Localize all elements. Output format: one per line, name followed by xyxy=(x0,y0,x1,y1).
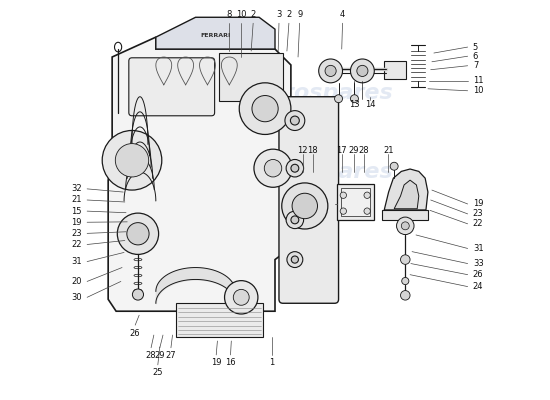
Circle shape xyxy=(252,96,278,122)
Circle shape xyxy=(402,222,409,230)
Circle shape xyxy=(239,83,291,134)
Text: eurospares: eurospares xyxy=(252,83,393,103)
Text: 6: 6 xyxy=(473,52,478,61)
Circle shape xyxy=(340,192,346,198)
Polygon shape xyxy=(394,180,419,209)
Text: 33: 33 xyxy=(473,259,483,268)
Circle shape xyxy=(390,162,398,170)
Text: 12: 12 xyxy=(298,146,308,155)
Polygon shape xyxy=(384,169,428,210)
Circle shape xyxy=(133,289,144,300)
Circle shape xyxy=(102,130,162,190)
Polygon shape xyxy=(156,17,275,49)
Text: 13: 13 xyxy=(349,100,360,109)
Text: 5: 5 xyxy=(473,42,478,52)
Circle shape xyxy=(286,160,304,177)
Circle shape xyxy=(334,95,343,103)
Circle shape xyxy=(291,164,299,172)
Text: 29: 29 xyxy=(348,146,359,155)
Circle shape xyxy=(340,208,346,214)
Text: 3: 3 xyxy=(276,10,282,18)
Text: 7: 7 xyxy=(473,61,478,70)
Text: 28: 28 xyxy=(146,351,156,360)
Text: 10: 10 xyxy=(473,86,483,95)
Circle shape xyxy=(254,149,292,187)
Circle shape xyxy=(233,289,249,305)
FancyBboxPatch shape xyxy=(279,97,339,303)
Text: 11: 11 xyxy=(473,76,483,85)
Bar xyxy=(382,210,428,220)
Bar xyxy=(175,303,263,337)
Text: eurospares: eurospares xyxy=(252,162,393,182)
Text: 25: 25 xyxy=(152,368,163,377)
Circle shape xyxy=(292,193,317,219)
Text: 8: 8 xyxy=(227,10,232,18)
Text: 22: 22 xyxy=(473,219,483,228)
Text: 32: 32 xyxy=(72,184,82,193)
Circle shape xyxy=(397,217,414,234)
Text: 26: 26 xyxy=(473,270,483,279)
Bar xyxy=(340,188,370,216)
Circle shape xyxy=(117,213,158,254)
Circle shape xyxy=(285,111,305,130)
Text: 29: 29 xyxy=(155,351,165,360)
Text: 23: 23 xyxy=(72,229,82,238)
Text: 10: 10 xyxy=(236,10,246,18)
Text: 4: 4 xyxy=(340,10,345,18)
Text: 17: 17 xyxy=(337,146,347,155)
Text: 31: 31 xyxy=(473,244,483,253)
Text: 21: 21 xyxy=(383,146,393,155)
Text: FERRARI: FERRARI xyxy=(200,33,230,38)
Text: 19: 19 xyxy=(211,358,222,367)
Circle shape xyxy=(287,252,303,268)
Circle shape xyxy=(357,65,368,76)
Text: 24: 24 xyxy=(473,282,483,291)
Bar xyxy=(384,61,406,79)
Circle shape xyxy=(364,208,370,214)
Bar xyxy=(337,184,375,220)
Circle shape xyxy=(325,65,336,76)
Text: 23: 23 xyxy=(473,210,483,218)
Circle shape xyxy=(291,216,299,224)
Text: 30: 30 xyxy=(72,293,82,302)
Text: eurospares: eurospares xyxy=(113,150,254,170)
Text: 28: 28 xyxy=(359,146,369,155)
Text: 20: 20 xyxy=(72,277,82,286)
Polygon shape xyxy=(108,37,291,311)
Text: 22: 22 xyxy=(72,240,82,249)
Text: 16: 16 xyxy=(225,358,236,367)
Text: 27: 27 xyxy=(166,351,176,360)
FancyBboxPatch shape xyxy=(129,58,214,116)
Text: 14: 14 xyxy=(365,100,376,109)
Text: 19: 19 xyxy=(473,200,483,208)
Text: 1: 1 xyxy=(269,358,274,367)
Circle shape xyxy=(292,256,299,263)
Polygon shape xyxy=(219,53,283,101)
Text: 31: 31 xyxy=(72,257,82,266)
Circle shape xyxy=(224,281,258,314)
Circle shape xyxy=(116,144,148,177)
Circle shape xyxy=(350,95,359,103)
Text: 2: 2 xyxy=(287,10,292,18)
Circle shape xyxy=(318,59,343,83)
Text: 26: 26 xyxy=(130,328,140,338)
Circle shape xyxy=(265,160,282,177)
Circle shape xyxy=(127,223,149,245)
Circle shape xyxy=(400,255,410,264)
Text: 15: 15 xyxy=(72,207,82,216)
Text: 2: 2 xyxy=(251,10,256,18)
Circle shape xyxy=(402,278,409,285)
Circle shape xyxy=(282,183,328,229)
Circle shape xyxy=(350,59,375,83)
Circle shape xyxy=(290,116,299,125)
Circle shape xyxy=(400,290,410,300)
Circle shape xyxy=(286,211,304,228)
Text: 19: 19 xyxy=(72,218,82,227)
Text: 18: 18 xyxy=(307,146,318,155)
Text: 9: 9 xyxy=(297,10,302,18)
Circle shape xyxy=(364,192,370,198)
Text: 21: 21 xyxy=(72,196,82,204)
